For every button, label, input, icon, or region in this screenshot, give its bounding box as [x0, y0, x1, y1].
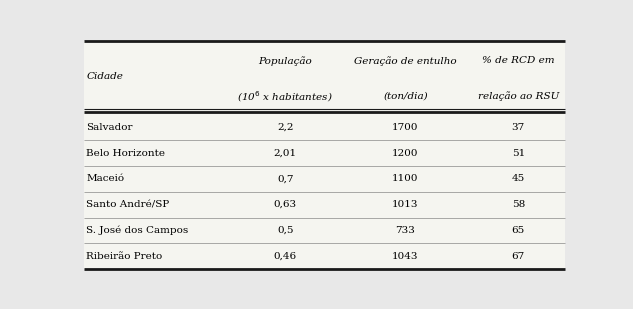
Text: Belo Horizonte: Belo Horizonte [87, 149, 165, 158]
Text: 1200: 1200 [392, 149, 418, 158]
Text: 45: 45 [511, 174, 525, 183]
Text: % de RCD em: % de RCD em [482, 56, 555, 65]
Text: Santo André/SP: Santo André/SP [87, 200, 170, 209]
Text: 2,01: 2,01 [273, 149, 297, 158]
Text: S. José dos Campos: S. José dos Campos [87, 226, 189, 235]
Text: 1013: 1013 [392, 200, 418, 209]
Text: Ribeirão Preto: Ribeirão Preto [87, 252, 163, 261]
Text: 2,2: 2,2 [277, 123, 294, 132]
Text: Maceió: Maceió [87, 174, 125, 183]
Text: 0,46: 0,46 [273, 252, 297, 261]
Text: 1700: 1700 [392, 123, 418, 132]
Text: Geração de entulho: Geração de entulho [354, 56, 456, 66]
Text: (ton/dia): (ton/dia) [383, 92, 428, 101]
Text: 1043: 1043 [392, 252, 418, 261]
Text: População: População [258, 56, 312, 66]
Text: 37: 37 [511, 123, 525, 132]
Text: 1100: 1100 [392, 174, 418, 183]
Text: Salvador: Salvador [87, 123, 133, 132]
Text: 0,7: 0,7 [277, 174, 294, 183]
Text: 58: 58 [511, 200, 525, 209]
Text: relação ao RSU: relação ao RSU [477, 91, 559, 101]
Text: Cidade: Cidade [87, 72, 123, 81]
Text: 0,5: 0,5 [277, 226, 294, 235]
Text: 733: 733 [396, 226, 415, 235]
Text: 65: 65 [511, 226, 525, 235]
Text: 0,63: 0,63 [273, 200, 297, 209]
Text: (10$^6$ x habitantes): (10$^6$ x habitantes) [237, 89, 333, 104]
Text: 51: 51 [511, 149, 525, 158]
Text: 67: 67 [511, 252, 525, 261]
